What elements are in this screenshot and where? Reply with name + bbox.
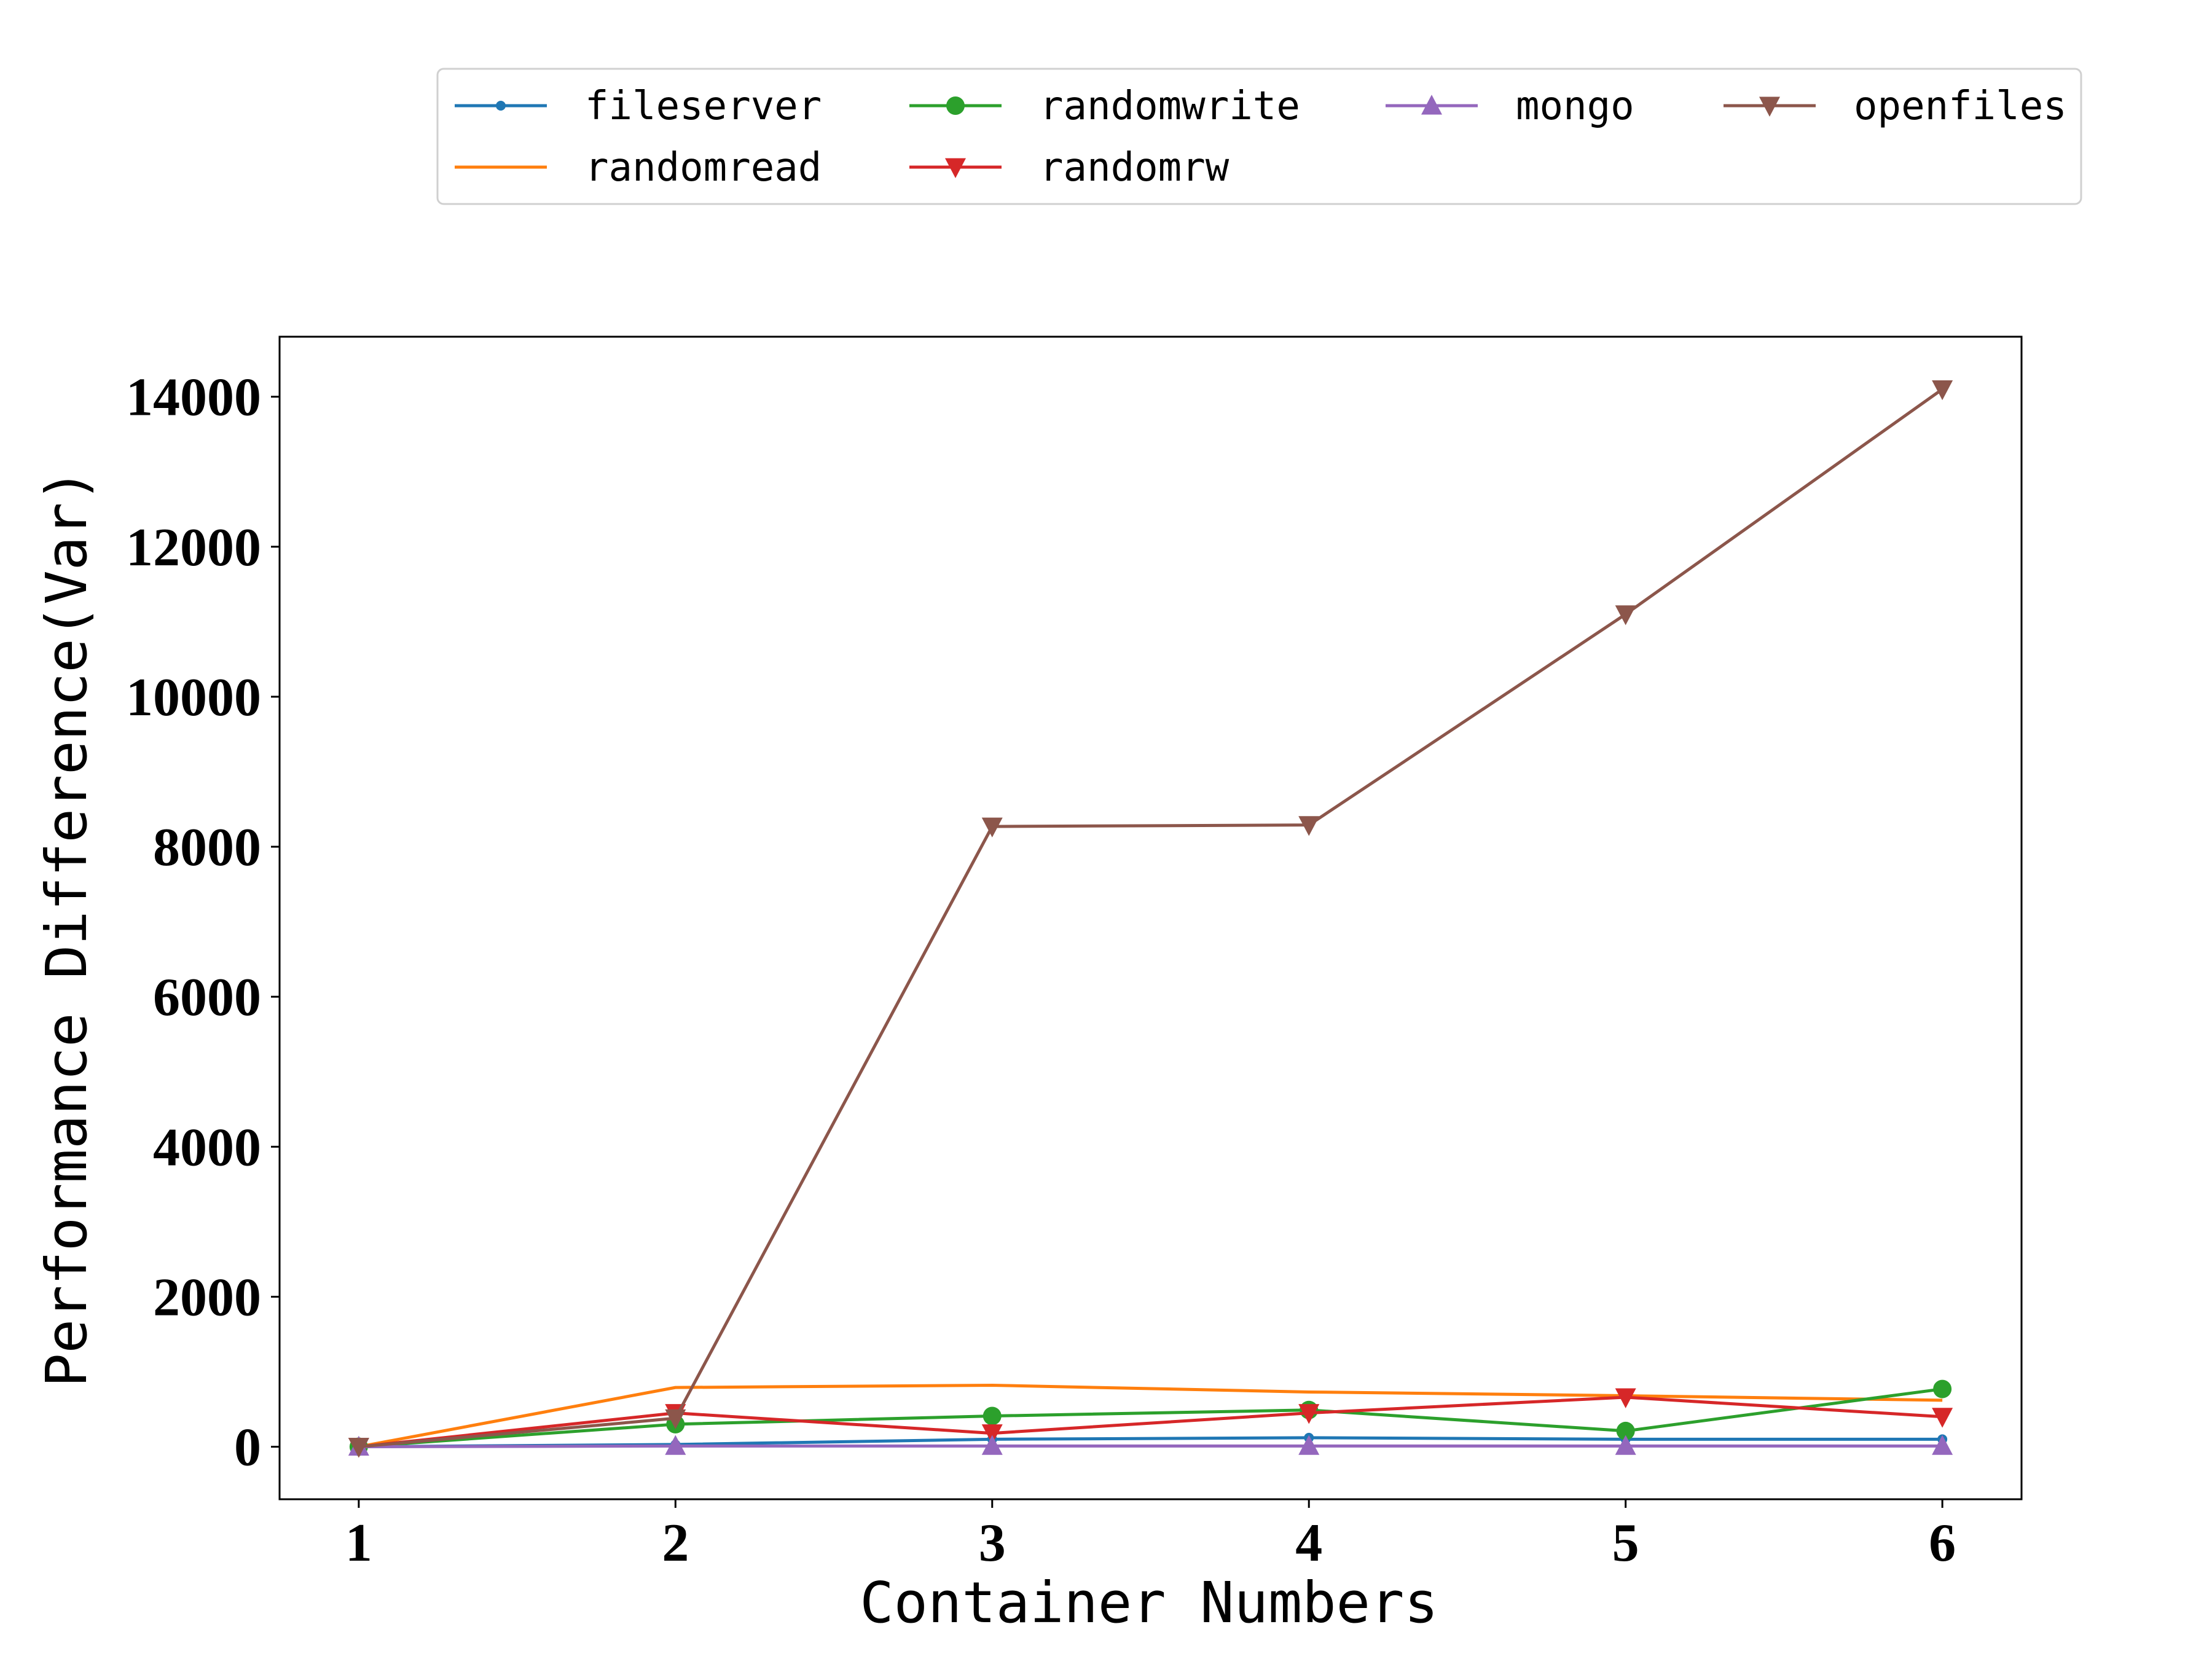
- series-openfiles: [348, 380, 1953, 1458]
- legend: fileserver randomread randomwrite randomrw m…: [436, 68, 2082, 205]
- x-tick-label: 1: [345, 1513, 372, 1573]
- y-tick-label: 4000: [153, 1118, 261, 1177]
- series-line-randomwrite: [358, 1387, 1943, 1449]
- legend-item-openfiles: openfiles: [1724, 84, 2067, 129]
- legend-item-randomrw: randomrw: [909, 145, 1230, 190]
- data-point-randomwrite: [982, 1406, 1002, 1426]
- data-point-randomrw: [981, 1424, 1003, 1445]
- legend-marker: [496, 101, 506, 111]
- data-point-openfiles: [1298, 816, 1320, 836]
- y-tick-label: 10000: [126, 668, 261, 728]
- data-point-openfiles: [1932, 380, 1953, 401]
- data-point-openfiles: [665, 1409, 686, 1430]
- data-point-openfiles: [1615, 605, 1636, 626]
- legend-label: fileserver: [585, 84, 822, 129]
- y-tick-label: 6000: [153, 968, 261, 1027]
- series-line-openfiles: [358, 388, 1943, 1449]
- legend-box: [436, 68, 2082, 205]
- data-point-randomrw: [1615, 1388, 1636, 1408]
- legend-label: randomread: [585, 145, 822, 190]
- data-point-mongo: [1932, 1435, 1953, 1455]
- y-axis-title: Performance Difference(Var): [34, 468, 100, 1387]
- legend-marker: [945, 158, 966, 178]
- data-point-mongo: [981, 1435, 1003, 1455]
- plot-frame: [278, 335, 2023, 1500]
- y-tick-label: 2000: [153, 1268, 261, 1327]
- data-point-randomrw: [1932, 1408, 1953, 1428]
- legend-item-mongo: mongo: [1386, 84, 1634, 129]
- data-point-randomrw: [1298, 1404, 1320, 1424]
- x-tick-label: 3: [979, 1513, 1006, 1573]
- data-point-randomwrite: [1933, 1379, 1952, 1398]
- x-tick-label: 5: [1612, 1513, 1639, 1573]
- legend-label: openfiles: [1854, 84, 2067, 129]
- x-tick-label: 2: [662, 1513, 689, 1573]
- y-tick-label: 8000: [153, 818, 261, 877]
- series-randomread: [358, 1383, 1943, 1449]
- data-point-randomwrite: [1616, 1421, 1635, 1440]
- y-tick-label: 14000: [126, 368, 261, 428]
- series-line-randomrw: [358, 1395, 1943, 1449]
- legend-label: randomwrite: [1040, 84, 1300, 129]
- series-line-randomread: [358, 1383, 1943, 1449]
- legend-item-fileserver: fileserver: [455, 84, 822, 129]
- y-tick-label: 12000: [126, 518, 261, 578]
- data-point-mongo: [665, 1435, 686, 1455]
- data-point-mongo: [1615, 1435, 1636, 1455]
- x-tick-label: 6: [1929, 1513, 1956, 1573]
- legend-item-randomread: randomread: [455, 145, 822, 190]
- y-tick-label: 0: [234, 1418, 261, 1478]
- x-tick-label: 4: [1295, 1513, 1322, 1573]
- legend-marker: [1421, 95, 1442, 115]
- series-fileserver: [353, 1432, 1948, 1452]
- data-point-mongo: [1298, 1435, 1320, 1455]
- legend-marker: [946, 96, 965, 115]
- x-axis-title: Container Numbers: [860, 1570, 1438, 1636]
- plot-area: 1 2 3 4 5 6 0 2000 4000 6000 8000 10000 12000 14000: [126, 335, 2023, 1573]
- data-point-openfiles: [348, 1438, 369, 1458]
- series-mongo: [348, 1435, 1953, 1456]
- data-point-openfiles: [981, 817, 1003, 837]
- legend-marker: [1759, 96, 1780, 117]
- legend-item-randomwrite: randomwrite: [909, 84, 1300, 129]
- legend-label: randomrw: [1040, 145, 1230, 190]
- legend-label: mongo: [1516, 84, 1634, 129]
